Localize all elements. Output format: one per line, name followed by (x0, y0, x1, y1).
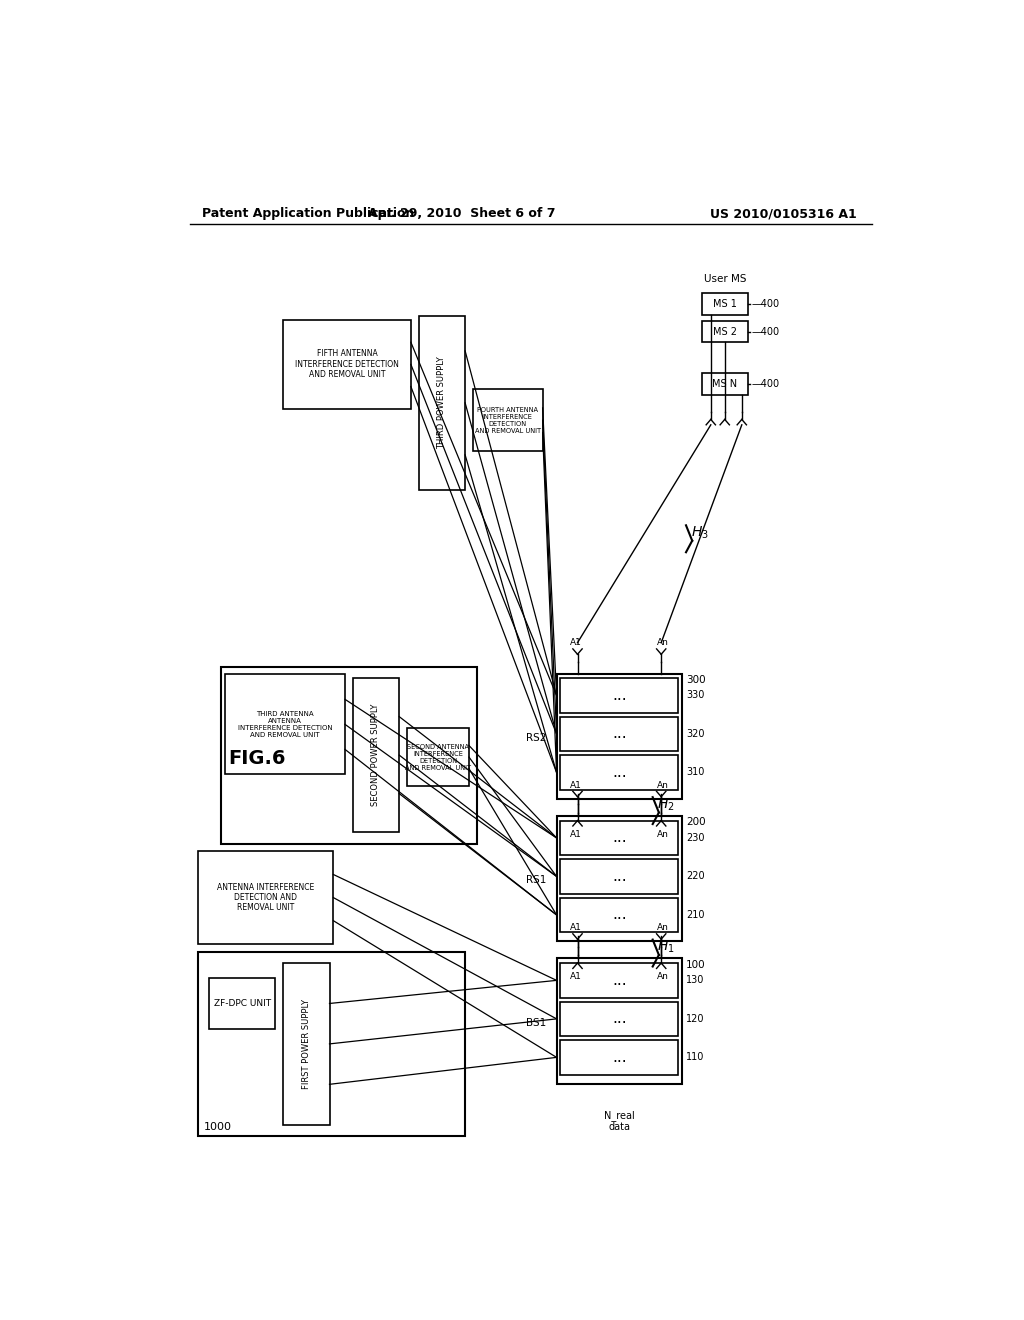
Text: FIFTH ANTENNA
INTERFERENCE DETECTION
AND REMOVAL UNIT: FIFTH ANTENNA INTERFERENCE DETECTION AND… (295, 350, 399, 379)
Bar (560, 678, 678, 713)
Text: N_real
data: N_real data (604, 1110, 635, 1133)
Text: ...: ... (612, 1049, 627, 1065)
Text: MS 2: MS 2 (713, 326, 736, 337)
Text: FIG.6: FIG.6 (228, 750, 287, 768)
Text: ZF-DPC UNIT: ZF-DPC UNIT (214, 999, 271, 1008)
Text: 320: 320 (686, 729, 705, 739)
Bar (473, 389, 543, 451)
Text: THIRD POWER SUPPLY: THIRD POWER SUPPLY (437, 356, 446, 449)
Text: An: An (656, 780, 669, 789)
Bar (560, 898, 678, 932)
Text: ...: ... (612, 973, 627, 987)
Bar (557, 673, 682, 799)
Text: SECOND POWER SUPPLY: SECOND POWER SUPPLY (372, 704, 381, 807)
Bar (283, 964, 330, 1125)
Text: An: An (656, 973, 669, 981)
Bar (225, 675, 345, 775)
Text: Apr. 29, 2010  Sheet 6 of 7: Apr. 29, 2010 Sheet 6 of 7 (368, 207, 555, 220)
Text: —400: —400 (752, 379, 780, 389)
Text: RS2: RS2 (526, 733, 547, 743)
Text: 1000: 1000 (204, 1122, 232, 1133)
Text: ...: ... (612, 869, 627, 884)
Bar (701, 293, 748, 314)
Bar (221, 667, 477, 843)
Bar (419, 317, 465, 490)
Text: THIRD ANTENNA
ANTENNA
INTERFERENCE DETECTION
AND REMOVAL UNIT: THIRD ANTENNA ANTENNA INTERFERENCE DETEC… (238, 711, 332, 738)
Bar (701, 321, 748, 342)
Bar (560, 964, 678, 998)
Text: MS 1: MS 1 (713, 298, 736, 309)
Bar (198, 851, 334, 944)
Text: A1: A1 (570, 639, 582, 647)
Text: 120: 120 (686, 1014, 705, 1024)
Text: SECOND ANTENNA
INTERFERENCE
DETECTION
AND REMOVAL UNIT: SECOND ANTENNA INTERFERENCE DETECTION AN… (404, 743, 471, 771)
Bar (407, 729, 469, 785)
Text: FIRST POWER SUPPLY: FIRST POWER SUPPLY (302, 999, 310, 1089)
Text: —400: —400 (752, 326, 780, 337)
Text: US 2010/0105316 A1: US 2010/0105316 A1 (710, 207, 856, 220)
Text: 100: 100 (686, 960, 706, 970)
Text: $H_1$: $H_1$ (657, 939, 675, 956)
Text: 330: 330 (686, 690, 705, 701)
Text: MS N: MS N (712, 379, 737, 389)
Bar (557, 958, 682, 1084)
Text: An: An (656, 639, 669, 647)
Text: ...: ... (612, 766, 627, 780)
Bar (557, 816, 682, 941)
Text: $H_3$: $H_3$ (691, 525, 709, 541)
Text: RS1: RS1 (526, 875, 547, 886)
Text: 300: 300 (686, 675, 706, 685)
Text: ANTENNA INTERFERENCE
DETECTION AND
REMOVAL UNIT: ANTENNA INTERFERENCE DETECTION AND REMOV… (217, 883, 314, 912)
Text: ...: ... (612, 688, 627, 704)
Text: A1: A1 (570, 780, 582, 789)
Text: BS1: BS1 (526, 1018, 547, 1028)
Text: ...: ... (612, 907, 627, 923)
Bar (209, 978, 275, 1028)
Bar (560, 717, 678, 751)
Text: An: An (656, 830, 669, 840)
Text: 220: 220 (686, 871, 705, 882)
Text: —400: —400 (752, 298, 780, 309)
Text: ...: ... (612, 830, 627, 845)
Bar (560, 1040, 678, 1074)
Bar (198, 952, 465, 1137)
Text: User MS: User MS (703, 275, 746, 284)
Text: A1: A1 (570, 973, 582, 981)
Text: 310: 310 (686, 767, 705, 777)
Text: Patent Application Publication: Patent Application Publication (202, 207, 414, 220)
Bar (560, 821, 678, 855)
Bar (560, 755, 678, 789)
Text: A1: A1 (570, 830, 582, 840)
Text: ...: ... (612, 1011, 627, 1027)
Text: FOURTH ANTENNA
INTERFERENCE
DETECTION
AND REMOVAL UNIT: FOURTH ANTENNA INTERFERENCE DETECTION AN… (475, 407, 541, 434)
Text: 110: 110 (686, 1052, 705, 1063)
Text: A1: A1 (570, 923, 582, 932)
Bar (560, 1002, 678, 1036)
Bar (560, 859, 678, 894)
Text: $H_2$: $H_2$ (657, 796, 675, 813)
Bar (352, 678, 399, 832)
Text: 130: 130 (686, 975, 705, 985)
Bar (701, 374, 748, 395)
Text: ...: ... (612, 726, 627, 742)
Bar (283, 321, 411, 409)
Text: 210: 210 (686, 909, 705, 920)
Text: 200: 200 (686, 817, 706, 828)
Text: An: An (656, 923, 669, 932)
Text: 230: 230 (686, 833, 705, 843)
